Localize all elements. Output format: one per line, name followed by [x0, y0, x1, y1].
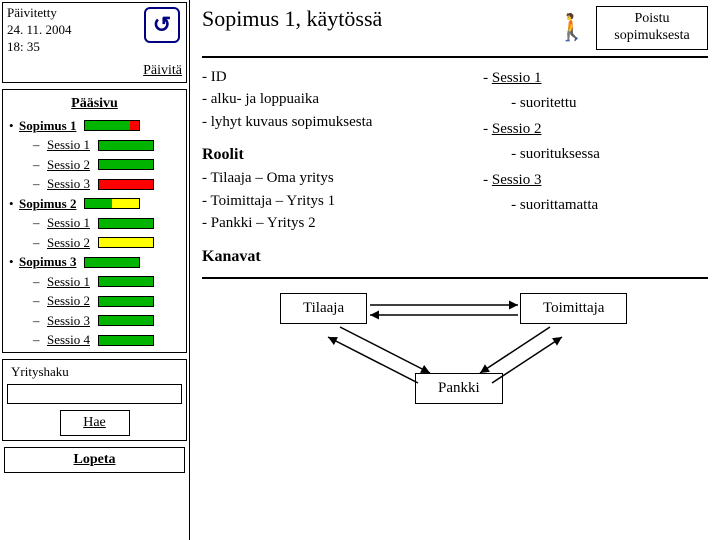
tree-session[interactable]: – Sessio 1 — [7, 213, 182, 233]
status-bar — [98, 140, 154, 151]
tree-node-label: Sessio 3 — [47, 311, 90, 331]
nav-box: Pääsivu •Sopimus 1– Sessio 1– Sessio 2– … — [2, 89, 187, 353]
tree-node-label: Sopimus 3 — [19, 252, 76, 272]
channels-header: Kanavat — [202, 245, 483, 269]
status-bar — [98, 296, 154, 307]
quit-button[interactable]: Lopeta — [4, 447, 185, 473]
exit-label: Poistu sopimuksesta — [607, 11, 697, 45]
tree-session[interactable]: – Sessio 2 — [7, 155, 182, 175]
diagram-tilaaja: Tilaaja — [280, 293, 367, 324]
tree-node-label: Sessio 1 — [47, 272, 90, 292]
sidebar: Päivitetty 24. 11. 2004 18: 35 ↺ Päivitä… — [0, 0, 190, 540]
role-line: - Pankki – Yritys 2 — [202, 212, 483, 235]
tree-node-label: Sessio 2 — [47, 155, 90, 175]
tree-session[interactable]: – Sessio 2 — [7, 291, 182, 311]
role-line: - Toimittaja – Yritys 1 — [202, 190, 483, 213]
search-box: Yrityshaku Hae — [2, 359, 187, 441]
tree-node-label: Sopimus 1 — [19, 116, 76, 136]
status-bar — [84, 198, 140, 209]
tree-node-label: Sessio 3 — [47, 174, 90, 194]
tree-node-label: Sessio 1 — [47, 135, 90, 155]
status-state: - suoritettu — [483, 91, 708, 117]
status-bar — [98, 335, 154, 346]
tree-session[interactable]: – Sessio 1 — [7, 272, 182, 292]
diagram-pankki: Pankki — [415, 373, 503, 404]
info-line: - ID — [202, 66, 483, 89]
search-label: Yrityshaku — [7, 362, 182, 382]
tree-node-label: Sessio 2 — [47, 233, 90, 253]
status-bar — [98, 315, 154, 326]
tree-session[interactable]: – Sessio 3 — [7, 311, 182, 331]
tree-node-label: Sopimus 2 — [19, 194, 76, 214]
person-icon: 🚶 — [556, 13, 588, 43]
status-bar — [98, 218, 154, 229]
tree-session[interactable]: – Sessio 4 — [7, 330, 182, 350]
refresh-icon[interactable]: ↺ — [144, 7, 180, 43]
info-column: - ID- alku- ja loppuaika- lyhyt kuvaus s… — [202, 66, 483, 269]
diagram-toimittaja: Toimittaja — [520, 293, 627, 324]
tree-session[interactable]: – Sessio 1 — [7, 135, 182, 155]
tree-contract[interactable]: •Sopimus 3 — [7, 252, 182, 272]
tree-node-label: Sessio 2 — [47, 291, 90, 311]
info-line: - lyhyt kuvaus sopimuksesta — [202, 111, 483, 134]
roles-header: Roolit — [202, 143, 483, 167]
main-panel: Sopimus 1, käytössä 🚶 Poistu sopimuksest… — [190, 0, 720, 540]
status-bar — [98, 276, 154, 287]
tree-contract[interactable]: •Sopimus 1 — [7, 116, 182, 136]
tree-session[interactable]: – Sessio 3 — [7, 174, 182, 194]
tree-contract[interactable]: •Sopimus 2 — [7, 194, 182, 214]
status-session[interactable]: - Sessio 1 — [483, 66, 708, 92]
status-state: - suorittamatta — [483, 193, 708, 219]
search-input[interactable] — [7, 384, 182, 404]
status-bar — [84, 120, 140, 131]
divider — [202, 277, 708, 279]
updated-box: Päivitetty 24. 11. 2004 18: 35 ↺ Päivitä — [2, 2, 187, 83]
tree-node-label: Sessio 4 — [47, 330, 90, 350]
tree-node-label: Sessio 1 — [47, 213, 90, 233]
page-title: Sopimus 1, käytössä — [202, 6, 382, 32]
exit-contract-button[interactable]: Poistu sopimuksesta — [596, 6, 708, 50]
role-diagram: Tilaaja Toimittaja Pankki — [240, 293, 670, 433]
status-bar — [98, 159, 154, 170]
status-bar — [98, 237, 154, 248]
tree-session[interactable]: – Sessio 2 — [7, 233, 182, 253]
status-bar — [84, 257, 140, 268]
search-button[interactable]: Hae — [60, 410, 130, 436]
refresh-link[interactable]: Päivitä — [7, 62, 182, 80]
status-column: - Sessio 1- suoritettu- Sessio 2- suorit… — [483, 66, 708, 269]
status-state: - suorituksessa — [483, 142, 708, 168]
role-line: - Tilaaja – Oma yritys — [202, 167, 483, 190]
main-page-link[interactable]: Pääsivu — [7, 92, 182, 116]
info-line: - alku- ja loppuaika — [202, 88, 483, 111]
contract-tree: •Sopimus 1– Sessio 1– Sessio 2– Sessio 3… — [7, 116, 182, 350]
status-bar — [98, 179, 154, 190]
status-session[interactable]: - Sessio 2 — [483, 117, 708, 143]
status-session[interactable]: - Sessio 3 — [483, 168, 708, 194]
